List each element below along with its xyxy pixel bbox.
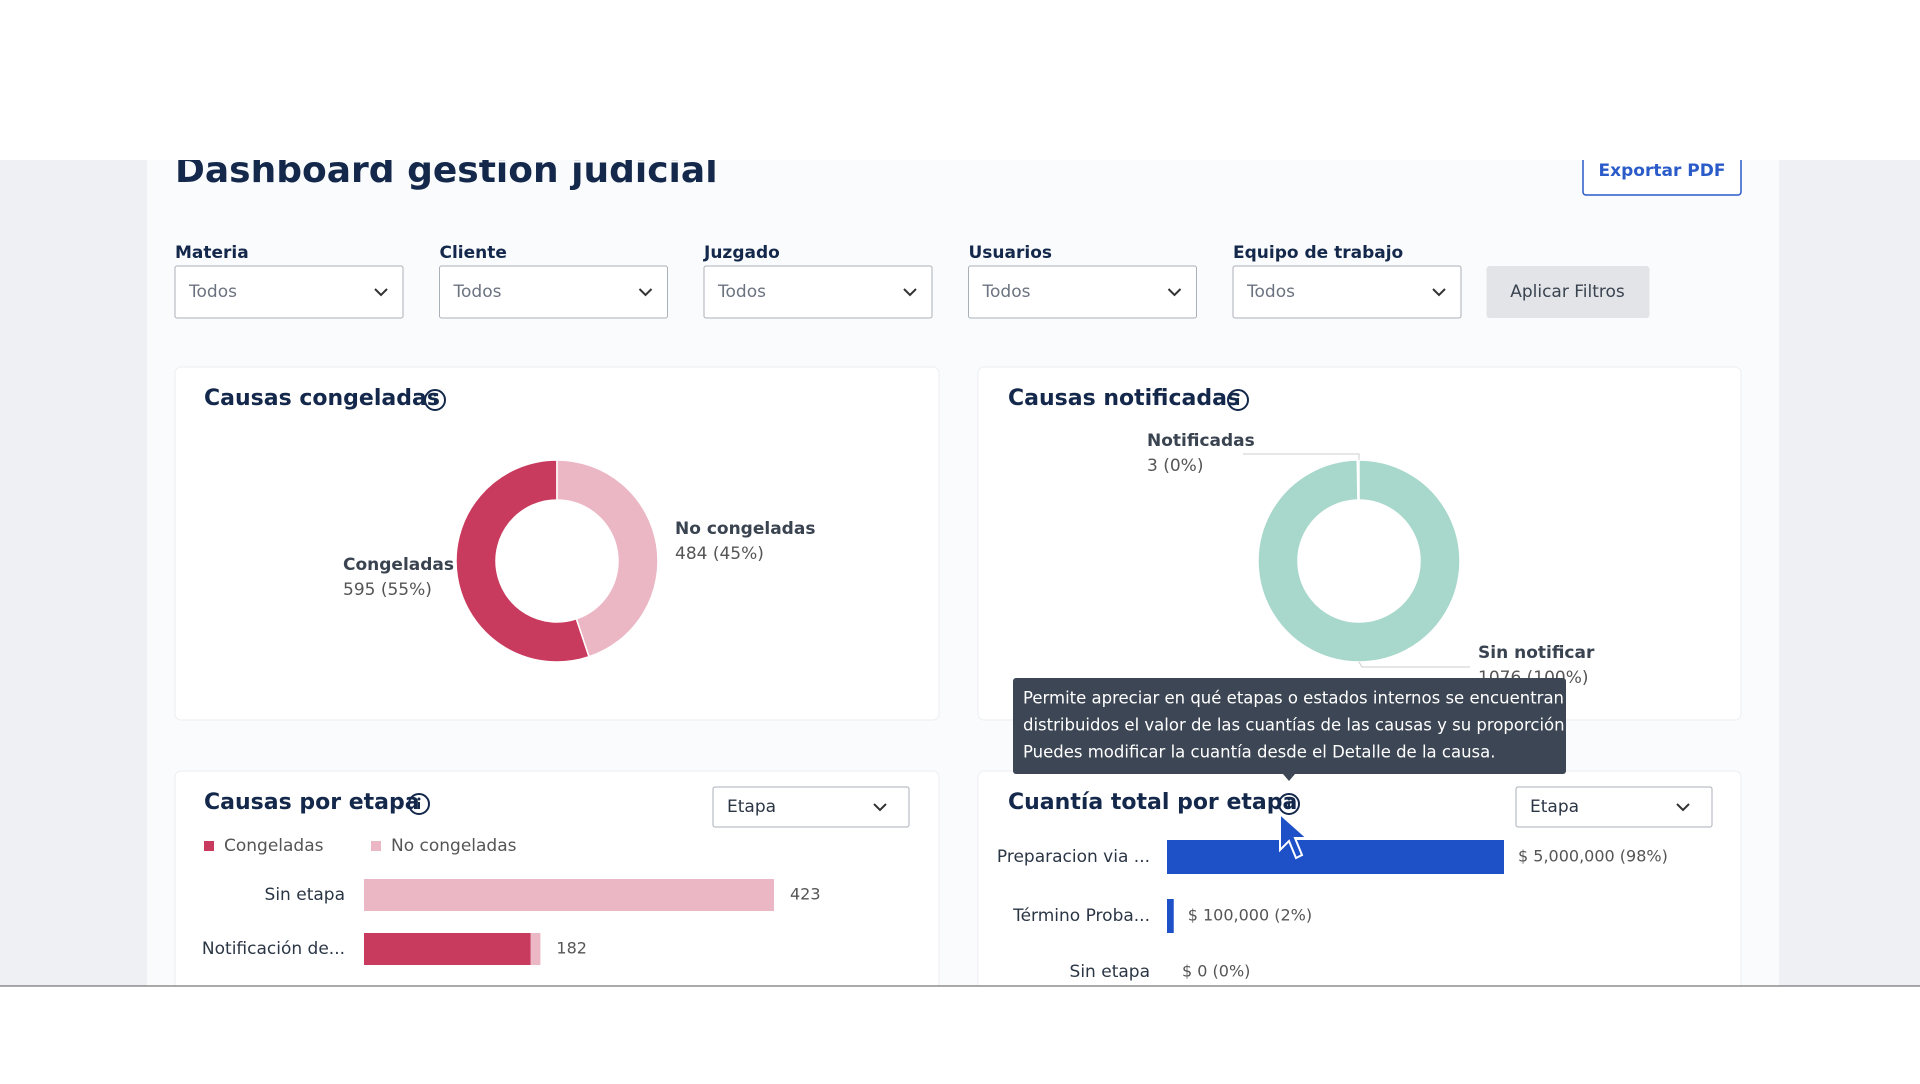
filter-label: Cliente xyxy=(440,243,507,263)
card-title: Cuantía total por etapa xyxy=(1008,790,1297,815)
info-icon-dot xyxy=(1236,393,1240,397)
slice-label: Sin notificar xyxy=(1478,643,1595,663)
slice-value: 3 (0%) xyxy=(1147,456,1203,476)
bar-total: 423 xyxy=(790,885,821,904)
bar-segment xyxy=(530,933,541,965)
donut-slice xyxy=(556,459,659,658)
chevron xyxy=(638,288,653,297)
leader-line xyxy=(1358,661,1470,668)
filter-select[interactable] xyxy=(1232,265,1462,319)
tooltip-arrow xyxy=(1283,774,1295,781)
tooltip xyxy=(1013,678,1566,774)
info-icon xyxy=(424,389,446,411)
category-label: Preparacion via ... xyxy=(997,847,1150,867)
donut-slice xyxy=(455,459,591,663)
category-label: Sin etapa xyxy=(1070,962,1150,982)
card-title: Causas congeladas xyxy=(204,386,440,411)
bar xyxy=(1167,899,1174,933)
chevron xyxy=(903,288,917,297)
cursor xyxy=(1279,811,1310,860)
legend-label: No congeladas xyxy=(391,836,517,856)
bar-value: $ 5,000,000 (98%) xyxy=(1518,847,1668,866)
apply-label: Aplicar Filtros xyxy=(1510,282,1625,302)
filter-label: Usuarios xyxy=(969,243,1053,263)
slice-label: No congeladas xyxy=(675,519,815,539)
apply-button[interactable] xyxy=(1486,266,1650,318)
dropdown-value: Etapa xyxy=(1530,797,1579,817)
filter-select[interactable] xyxy=(968,265,1197,319)
bar-value: $ 0 (0%) xyxy=(1182,962,1250,981)
filter-value: Todos xyxy=(453,282,502,302)
slice-value: 595 (55%) xyxy=(343,580,432,600)
bar-value: $ 100,000 (2%) xyxy=(1188,906,1312,925)
info-icon xyxy=(1278,793,1300,815)
info-icon-dot xyxy=(1287,797,1291,801)
filter-label: Juzgado xyxy=(703,243,780,263)
dropdown-value: Etapa xyxy=(727,797,776,817)
filter-value: Todos xyxy=(717,282,766,302)
bar-segment xyxy=(364,933,531,965)
donut-slice xyxy=(1257,459,1461,663)
filter-value: Todos xyxy=(982,282,1031,302)
legend-swatch xyxy=(204,841,214,851)
card xyxy=(977,366,1742,721)
legend-label: Congeladas xyxy=(224,836,324,856)
filter-value: Todos xyxy=(188,282,237,302)
chevron xyxy=(873,803,887,812)
category-label: Sin etapa xyxy=(265,885,345,905)
bar xyxy=(1167,840,1504,874)
tooltip-line: Puedes modificar la cuantía desde el Det… xyxy=(1023,743,1496,762)
chevron xyxy=(1167,288,1182,297)
filter-label: Materia xyxy=(175,243,249,263)
filter-select[interactable] xyxy=(174,265,404,319)
card-title: Causas notificadas xyxy=(1008,386,1240,411)
bottom-band xyxy=(0,986,1920,1080)
card xyxy=(174,366,940,721)
legend-swatch xyxy=(371,841,381,851)
filter-label: Equipo de trabajo xyxy=(1233,243,1403,263)
dropdown[interactable] xyxy=(712,786,910,828)
top-band xyxy=(0,0,1920,160)
export-label: Exportar PDF xyxy=(1599,161,1726,181)
category-label: Término Proba... xyxy=(1012,906,1150,926)
filter-select[interactable] xyxy=(703,265,933,319)
info-icon-dot xyxy=(433,393,437,397)
chevron xyxy=(1676,803,1690,812)
bar-total: 182 xyxy=(556,939,587,958)
category-label: Notificación de... xyxy=(202,939,345,959)
info-icon-dot xyxy=(417,797,421,801)
slice-label: Congeladas xyxy=(343,555,454,575)
filter-value: Todos xyxy=(1246,282,1295,302)
dropdown[interactable] xyxy=(1515,786,1713,828)
tooltip-line: Permite apreciar en qué etapas o estados… xyxy=(1023,689,1564,708)
slice-label: Notificadas xyxy=(1147,431,1255,451)
tooltip-line: distribuidos el valor de las cuantías de… xyxy=(1023,716,1570,735)
info-icon xyxy=(408,793,430,815)
chevron xyxy=(1432,288,1446,297)
leader-line xyxy=(1243,453,1360,460)
chevron xyxy=(374,288,388,297)
card-title: Causas por etapa xyxy=(204,790,420,815)
filter-select[interactable] xyxy=(439,265,668,319)
bar-segment xyxy=(364,879,774,911)
slice-value: 484 (45%) xyxy=(675,544,764,564)
info-icon xyxy=(1227,389,1249,411)
